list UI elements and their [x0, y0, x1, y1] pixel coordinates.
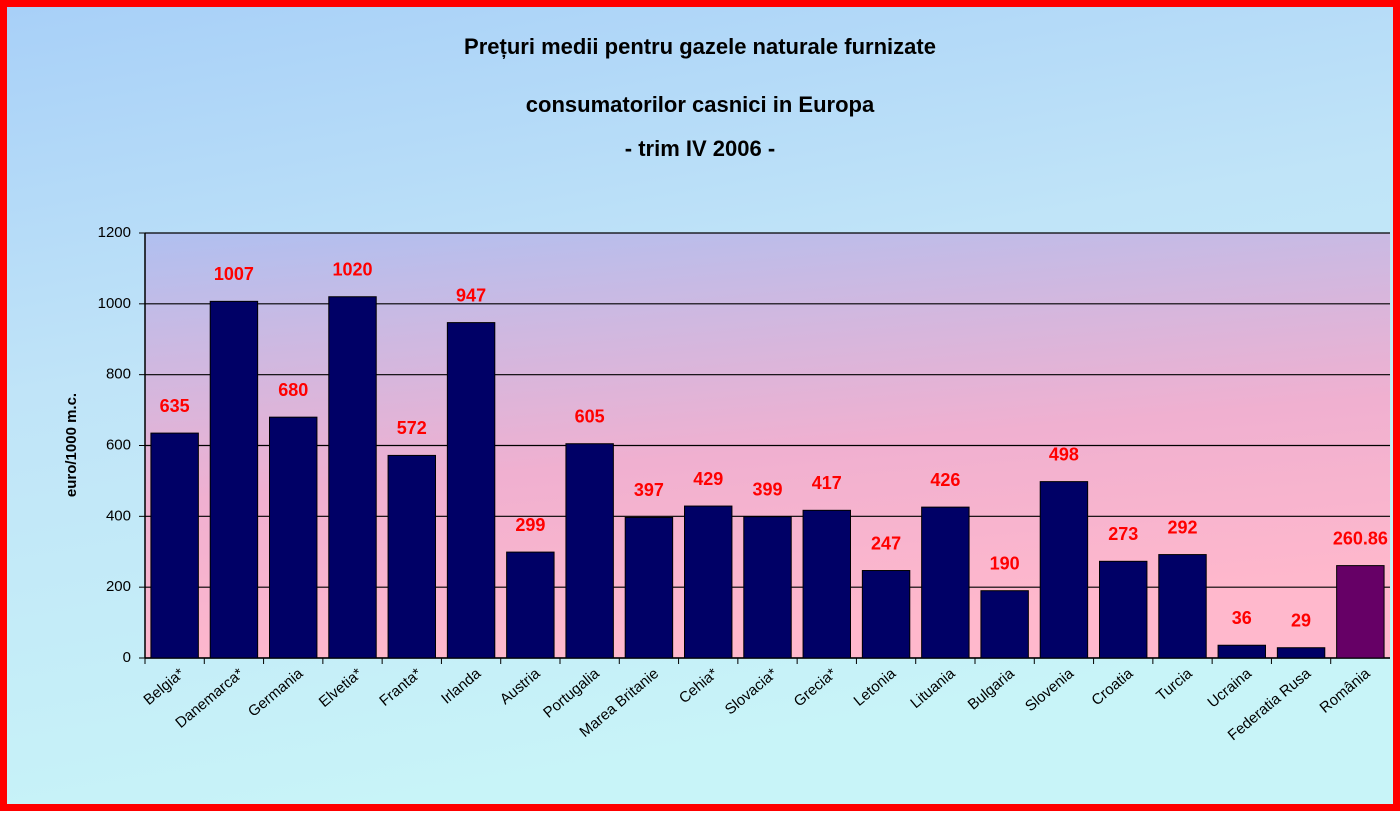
bar	[269, 416, 318, 659]
chart-title: consumatorilor casnici in Europa	[526, 92, 875, 117]
y-tick-label: 0	[123, 649, 131, 666]
y-tick-label: 1000	[98, 295, 131, 312]
y-tick-label: 200	[106, 578, 131, 595]
value-label: 299	[515, 515, 545, 535]
bar	[743, 516, 792, 659]
bar	[150, 432, 199, 659]
value-label: 247	[871, 533, 901, 553]
bar	[802, 509, 851, 659]
value-label: 397	[634, 480, 664, 500]
value-label: 417	[812, 473, 842, 493]
value-label: 498	[1049, 444, 1079, 464]
value-label: 260.86	[1333, 528, 1388, 548]
value-label: 572	[397, 418, 427, 438]
bar	[1039, 481, 1089, 659]
bar	[980, 590, 1029, 659]
bar	[1276, 647, 1326, 659]
value-label: 947	[456, 285, 486, 305]
y-tick-label: 400	[106, 507, 131, 524]
bar	[1099, 560, 1148, 659]
value-label: 190	[990, 553, 1020, 573]
value-label: 680	[278, 380, 308, 400]
bar	[921, 506, 970, 659]
chart-title: Prețuri medii pentru gazele naturale fur…	[464, 34, 936, 59]
bar	[861, 570, 911, 659]
chart-title: - trim IV 2006 -	[625, 136, 775, 161]
value-label: 429	[693, 469, 723, 489]
y-tick-label: 600	[106, 436, 131, 453]
value-label: 399	[752, 479, 782, 499]
y-tick-label: 800	[106, 366, 131, 383]
value-label: 292	[1167, 517, 1197, 537]
bar	[1217, 644, 1266, 659]
bar	[1336, 565, 1385, 659]
value-label: 1007	[214, 264, 254, 284]
bar	[328, 296, 377, 659]
bar	[446, 322, 496, 659]
value-label: 605	[575, 406, 605, 426]
bar	[387, 454, 437, 659]
bar	[1158, 554, 1207, 659]
value-label: 29	[1291, 610, 1311, 630]
value-label: 635	[160, 396, 190, 416]
value-label: 1020	[332, 260, 372, 280]
value-label: 426	[930, 470, 960, 490]
bar	[565, 443, 614, 659]
value-label: 273	[1108, 524, 1138, 544]
bar	[506, 551, 555, 659]
bar	[684, 505, 733, 659]
value-label: 36	[1232, 608, 1252, 628]
bar	[209, 300, 259, 659]
y-tick-label: 1200	[98, 224, 131, 241]
bar	[624, 516, 674, 659]
y-axis-label: euro/1000 m.c.	[63, 393, 80, 497]
